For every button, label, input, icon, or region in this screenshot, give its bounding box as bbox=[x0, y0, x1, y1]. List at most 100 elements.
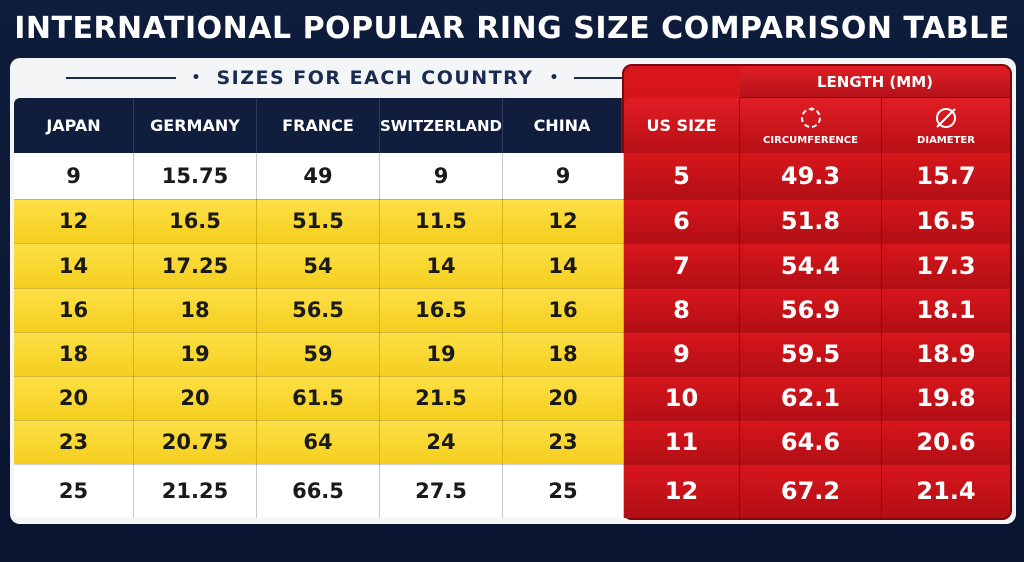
cell-switzerland: 11.5 bbox=[380, 199, 503, 243]
cell-japan: 16 bbox=[14, 288, 134, 332]
cell-circumference: 64.6 bbox=[740, 420, 882, 464]
cell-japan: 20 bbox=[14, 376, 134, 420]
subtitle: SIZES FOR EACH COUNTRY bbox=[216, 67, 534, 89]
table-row: 20 20 61.5 21.5 20 10 62.1 19.8 bbox=[14, 376, 1010, 420]
cell-china: 18 bbox=[503, 332, 624, 376]
header-diameter: DIAMETER bbox=[882, 98, 1010, 153]
cell-diameter: 20.6 bbox=[882, 420, 1010, 464]
diameter-symbol-icon bbox=[936, 108, 956, 128]
row-divider bbox=[14, 376, 1010, 377]
cell-france: 64 bbox=[257, 420, 380, 464]
cell-germany: 20 bbox=[134, 376, 257, 420]
cell-china: 16 bbox=[503, 288, 624, 332]
header-germany: GERMANY bbox=[134, 98, 257, 153]
header-china: CHINA bbox=[503, 98, 622, 153]
cell-switzerland: 16.5 bbox=[380, 288, 503, 332]
cell-china: 9 bbox=[503, 153, 624, 199]
cell-switzerland: 19 bbox=[380, 332, 503, 376]
cell-us-size: 6 bbox=[624, 199, 740, 243]
row-divider bbox=[14, 199, 1010, 200]
cell-france: 66.5 bbox=[257, 464, 380, 518]
cell-us-size: 7 bbox=[624, 243, 740, 288]
cell-france: 59 bbox=[257, 332, 380, 376]
header-france: FRANCE bbox=[257, 98, 380, 153]
cell-china: 20 bbox=[503, 376, 624, 420]
cell-japan: 25 bbox=[14, 464, 134, 518]
cell-germany: 19 bbox=[134, 332, 257, 376]
cell-germany: 20.75 bbox=[134, 420, 257, 464]
table-row: 14 17.25 54 14 14 7 54.4 17.3 bbox=[14, 243, 1010, 288]
cell-diameter: 16.5 bbox=[882, 199, 1010, 243]
cell-switzerland: 27.5 bbox=[380, 464, 503, 518]
table-row: 25 21.25 66.5 27.5 25 12 67.2 21.4 bbox=[14, 464, 1010, 518]
cell-us-size: 9 bbox=[624, 332, 740, 376]
cell-circumference: 51.8 bbox=[740, 199, 882, 243]
cell-diameter: 15.7 bbox=[882, 153, 1010, 199]
cell-france: 49 bbox=[257, 153, 380, 199]
header-circumference: CIRCUMFERENCE bbox=[740, 98, 882, 153]
cell-us-size: 11 bbox=[624, 420, 740, 464]
cell-circumference: 54.4 bbox=[740, 243, 882, 288]
table-row: 12 16.5 51.5 11.5 12 6 51.8 16.5 bbox=[14, 199, 1010, 243]
cell-china: 12 bbox=[503, 199, 624, 243]
subtitle-line-left bbox=[65, 77, 176, 79]
cell-france: 54 bbox=[257, 243, 380, 288]
table-row: 18 19 59 19 18 9 59.5 18.9 bbox=[14, 332, 1010, 376]
table-row: 23 20.75 64 24 23 11 64.6 20.6 bbox=[14, 420, 1010, 464]
cell-us-size: 10 bbox=[624, 376, 740, 420]
cell-switzerland: 14 bbox=[380, 243, 503, 288]
cell-france: 61.5 bbox=[257, 376, 380, 420]
header-us-size-label: US SIZE bbox=[646, 116, 717, 135]
row-divider bbox=[14, 288, 1010, 289]
cell-japan: 18 bbox=[14, 332, 134, 376]
cell-japan: 12 bbox=[14, 199, 134, 243]
cell-diameter: 17.3 bbox=[882, 243, 1010, 288]
bullet-icon: • bbox=[191, 70, 201, 86]
cell-germany: 17.25 bbox=[134, 243, 257, 288]
cell-us-size: 8 bbox=[624, 288, 740, 332]
circular-arrow-icon bbox=[800, 107, 821, 128]
cell-switzerland: 9 bbox=[380, 153, 503, 199]
header-us-size: US SIZE bbox=[624, 98, 740, 153]
cell-germany: 18 bbox=[134, 288, 257, 332]
cell-us-size: 12 bbox=[624, 464, 740, 518]
row-divider bbox=[14, 464, 1010, 465]
table-row: 9 15.75 49 9 9 5 49.3 15.7 bbox=[14, 153, 1010, 199]
table-row: 16 18 56.5 16.5 16 8 56.9 18.1 bbox=[14, 288, 1010, 332]
cell-us-size: 5 bbox=[624, 153, 740, 199]
cell-japan: 9 bbox=[14, 153, 134, 199]
cell-circumference: 56.9 bbox=[740, 288, 882, 332]
cell-diameter: 18.9 bbox=[882, 332, 1010, 376]
cell-switzerland: 24 bbox=[380, 420, 503, 464]
header-circumference-label: CIRCUMFERENCE bbox=[763, 135, 858, 146]
row-divider bbox=[14, 420, 1010, 421]
cell-germany: 15.75 bbox=[134, 153, 257, 199]
length-header: LENGTH (MM) bbox=[740, 66, 1010, 98]
cell-china: 25 bbox=[503, 464, 624, 518]
cell-japan: 14 bbox=[14, 243, 134, 288]
cell-japan: 23 bbox=[14, 420, 134, 464]
cell-switzerland: 21.5 bbox=[380, 376, 503, 420]
cell-diameter: 21.4 bbox=[882, 464, 1010, 518]
cell-diameter: 18.1 bbox=[882, 288, 1010, 332]
cell-france: 56.5 bbox=[257, 288, 380, 332]
cell-germany: 21.25 bbox=[134, 464, 257, 518]
bullet-icon: • bbox=[549, 70, 559, 86]
header-switzerland-label: SWITZERLAND bbox=[380, 116, 503, 135]
cell-china: 14 bbox=[503, 243, 624, 288]
page-title: INTERNATIONAL POPULAR RING SIZE COMPARIS… bbox=[14, 11, 1010, 46]
header-diameter-label: DIAMETER bbox=[917, 135, 975, 146]
cell-circumference: 59.5 bbox=[740, 332, 882, 376]
cell-circumference: 62.1 bbox=[740, 376, 882, 420]
cell-germany: 16.5 bbox=[134, 199, 257, 243]
cell-france: 51.5 bbox=[257, 199, 380, 243]
cell-china: 23 bbox=[503, 420, 624, 464]
header-japan-label: JAPAN bbox=[46, 116, 101, 135]
cell-circumference: 67.2 bbox=[740, 464, 882, 518]
header-france-label: FRANCE bbox=[282, 116, 354, 135]
header-japan: JAPAN bbox=[14, 98, 134, 153]
cell-circumference: 49.3 bbox=[740, 153, 882, 199]
header-germany-label: GERMANY bbox=[150, 116, 240, 135]
cell-diameter: 19.8 bbox=[882, 376, 1010, 420]
header-switzerland: SWITZERLAND bbox=[380, 98, 503, 153]
